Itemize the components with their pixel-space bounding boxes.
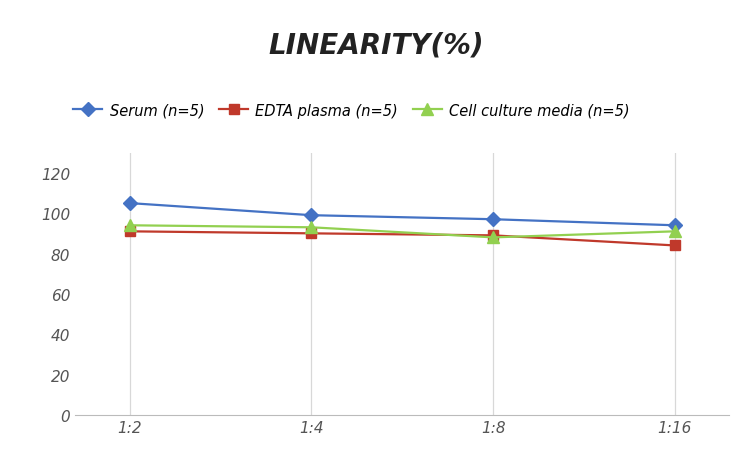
- Serum (n=5): [307, 213, 316, 218]
- Serum (n=5): [125, 201, 134, 207]
- EDTA plasma (n=5): [489, 233, 498, 239]
- Line: Serum (n=5): Serum (n=5): [125, 199, 680, 230]
- Serum (n=5): [671, 223, 680, 229]
- EDTA plasma (n=5): [671, 243, 680, 249]
- Text: LINEARITY(%): LINEARITY(%): [268, 32, 484, 60]
- Cell culture media (n=5): [489, 235, 498, 240]
- Cell culture media (n=5): [125, 223, 134, 229]
- Serum (n=5): [489, 217, 498, 222]
- EDTA plasma (n=5): [125, 229, 134, 235]
- Line: EDTA plasma (n=5): EDTA plasma (n=5): [125, 227, 680, 251]
- Cell culture media (n=5): [307, 225, 316, 230]
- Legend: Serum (n=5), EDTA plasma (n=5), Cell culture media (n=5): Serum (n=5), EDTA plasma (n=5), Cell cul…: [68, 97, 635, 124]
- Cell culture media (n=5): [671, 229, 680, 235]
- EDTA plasma (n=5): [307, 231, 316, 236]
- Line: Cell culture media (n=5): Cell culture media (n=5): [124, 220, 681, 244]
